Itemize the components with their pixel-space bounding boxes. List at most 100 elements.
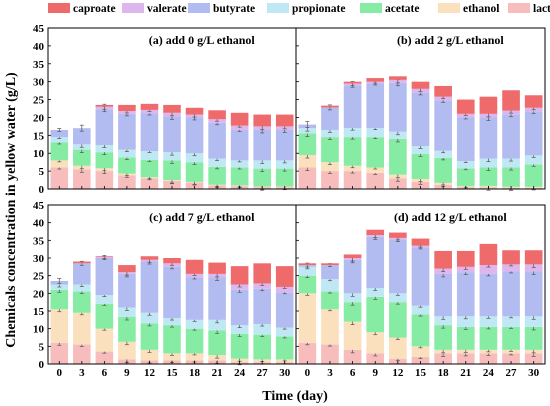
x-tick-label: 9 (124, 367, 130, 379)
bar-segment-propionate-p2-d27 (502, 158, 520, 168)
x-axis-label: Time (day) (262, 389, 328, 404)
bar-segment-lactate-p4-d27 (502, 353, 520, 364)
panel-1: (a) add 0 g/L ethanol (47, 27, 297, 191)
x-tick-label: 30 (528, 367, 540, 379)
bar-segment-caproate-p1-d15 (163, 104, 181, 113)
bar-segment-butyrate-p1-d21 (208, 122, 226, 159)
bar-segment-propionate-p2-d18 (434, 150, 452, 158)
bar-segment-propionate-p4-d0 (298, 266, 317, 276)
bar-segment-propionate-p4-d21 (456, 316, 475, 327)
legend-item-valerate: valerate (122, 3, 187, 15)
legend-label-propionate: propionate (292, 3, 345, 15)
bar-segment-butyrate-p4-d30 (524, 271, 543, 317)
bar-segment-butyrate-p2-d9 (366, 83, 385, 129)
bar-segment-butyrate-p2-d24 (479, 117, 498, 159)
panel-3: (c) add 7 g/L ethanol (47, 204, 297, 366)
bar-segment-butyrate-p4-d9 (366, 236, 385, 289)
bar-segment-lactate-p4-d15 (411, 356, 430, 364)
bar-segment-caproate-p4-d9 (366, 229, 385, 236)
bar-segment-propionate-p1-d27 (253, 160, 271, 169)
x-tick-label: 3 (79, 367, 85, 379)
bar-segment-acetate-p2-d3 (321, 137, 339, 163)
x-tick-label: 24 (483, 367, 495, 379)
bar-segment-ethanol-p1-d0 (50, 160, 69, 168)
panel-title-2: (b) add 2 g/L ethanol (397, 33, 504, 47)
bar-segment-acetate-p4-d24 (479, 326, 498, 350)
bar-segment-acetate-p4-d3 (321, 291, 339, 310)
bar-segment-lactate-p1-d18 (185, 182, 204, 189)
bar-segment-propionate-p2-d15 (411, 146, 430, 154)
bar-segment-caproate-p2-d18 (434, 85, 452, 97)
bar-segment-propionate-p1-d12 (140, 151, 159, 161)
x-tick-label: 9 (372, 367, 378, 379)
bar-segment-butyrate-p2-d12 (389, 82, 407, 132)
y-tick-label: 15 (33, 306, 45, 318)
bar-segment-acetate-p4-d6 (343, 302, 362, 322)
bar-segment-acetate-p2-d24 (479, 167, 498, 187)
bar-segment-lactate-p4-d9 (366, 353, 385, 364)
bar-segment-lactate-p3-d0 (50, 342, 69, 364)
legend-label-ethanol: ethanol (463, 3, 499, 15)
x-tick-label: 18 (438, 367, 450, 379)
panel-title-1: (a) add 0 g/L ethanol (149, 33, 256, 47)
bar-segment-butyrate-p3-d15 (163, 266, 181, 319)
bar-segment-ethanol-p2-d0 (298, 155, 317, 168)
bar-segment-propionate-p3-d18 (185, 319, 204, 329)
bar-segment-caproate-p3-d18 (185, 259, 204, 274)
bar-segment-propionate-p3-d12 (140, 312, 159, 324)
bar-segment-propionate-p2-d3 (321, 129, 339, 138)
bar-segment-acetate-p3-d12 (140, 323, 159, 350)
bar-segment-caproate-p4-d18 (434, 250, 452, 269)
bar-segment-butyrate-p1-d6 (95, 109, 114, 145)
bar-segment-acetate-p3-d15 (163, 325, 181, 354)
bar-segment-ethanol-p3-d3 (73, 312, 91, 345)
bar-segment-caproate-p2-d30 (524, 95, 543, 108)
bar-segment-butyrate-p1-d30 (275, 129, 294, 161)
x-tick-label: 6 (102, 367, 108, 379)
legend-label-caproate: caproate (73, 3, 116, 15)
legend-label-butyrate: butyrate (213, 3, 255, 15)
y-tick-label: 15 (33, 130, 45, 142)
bar-segment-butyrate-p1-d18 (185, 117, 204, 154)
bar-segment-lactate-p1-d6 (95, 171, 114, 189)
bar-segment-lactate-p4-d24 (479, 353, 498, 364)
bar-segment-lactate-p4-d6 (343, 349, 362, 364)
bar-segment-caproate-p1-d9 (118, 104, 136, 111)
bar-segment-butyrate-p1-d9 (118, 113, 136, 150)
bar-segment-acetate-p2-d30 (524, 164, 543, 187)
bar-segment-lactate-p4-d18 (434, 353, 452, 364)
bar-segment-lactate-p2-d0 (298, 167, 317, 189)
bar-segment-lactate-p2-d6 (343, 171, 362, 189)
legend-label-lactate: lactate (533, 3, 550, 15)
x-tick-label: 0 (305, 367, 311, 379)
bar-segment-caproate-p4-d24 (479, 243, 498, 266)
bar-segment-caproate-p4-d6 (343, 254, 362, 258)
bar-segment-acetate-p4-d0 (298, 275, 317, 294)
bar-segment-propionate-p2-d6 (343, 128, 362, 138)
bar-segment-propionate-p2-d21 (456, 161, 475, 169)
bar-segment-acetate-p4-d21 (456, 326, 475, 350)
bar-segment-caproate-p3-d15 (163, 258, 181, 264)
legend-item-butyrate: butyrate (188, 3, 255, 15)
bar-segment-lactate-p1-d3 (73, 169, 91, 189)
bar-segment-propionate-p3-d21 (208, 319, 226, 331)
bar-segment-ethanol-p4-d3 (321, 309, 339, 345)
bar-segment-acetate-p1-d6 (95, 152, 114, 169)
bar-segment-ethanol-p3-d6 (95, 328, 114, 352)
bar-segment-propionate-p4-d30 (524, 316, 543, 327)
x-tick-label: 27 (506, 367, 518, 379)
bar-segment-butyrate-p4-d21 (456, 272, 475, 317)
legend-item-lactate: lactate (508, 3, 550, 15)
bar-segment-lactate-p1-d9 (118, 175, 136, 189)
bar-segment-butyrate-p3-d3 (73, 263, 91, 285)
bar-segment-propionate-p1-d18 (185, 153, 204, 163)
bar-segment-butyrate-p3-d27 (253, 288, 271, 325)
bar-segment-lactate-p4-d21 (456, 353, 475, 364)
bar-segment-lactate-p1-d0 (50, 167, 69, 189)
bar-segment-ethanol-p4-d6 (343, 321, 362, 350)
x-tick-label: 18 (189, 367, 201, 379)
bar-segment-ethanol-p4-d12 (389, 337, 407, 359)
y-tick-label: 35 (33, 59, 45, 71)
x-tick-label: 27 (257, 367, 269, 379)
